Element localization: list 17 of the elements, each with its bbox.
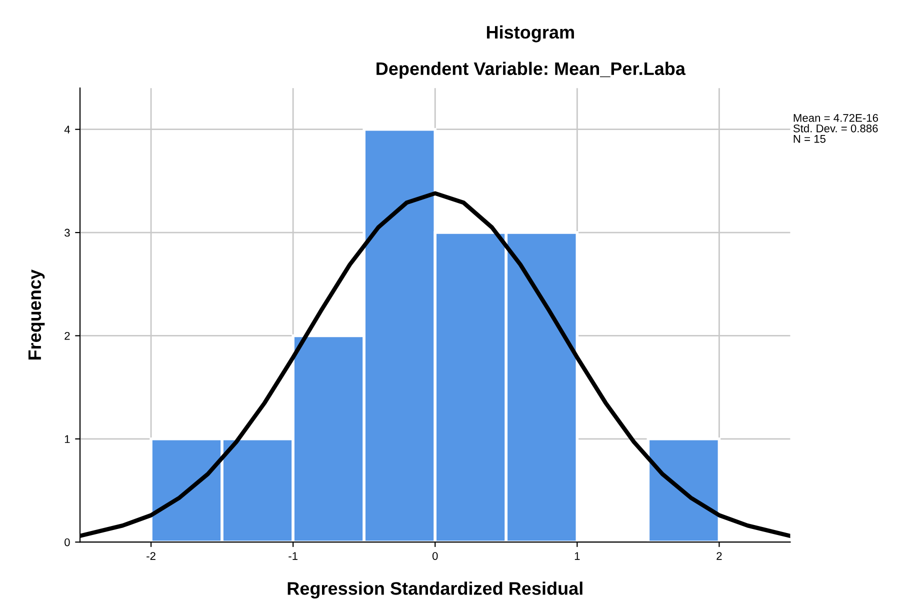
x-tick-label: -2 [146,552,156,560]
y-tick-label: 3 [64,228,70,237]
y-tick-label: 4 [64,126,70,134]
text: N = 15 [794,135,826,143]
y-tick-label: 2 [64,332,70,340]
text: Std. Dev. = 0.886 [793,124,878,132]
text: Mean = 4.72E-16 [794,114,878,122]
chart-title: Histogram [486,25,574,42]
x-axis-title: Regression Standardized Residual [288,582,582,599]
x-tick-label: 0 [432,552,438,560]
y-tick-label: 1 [64,435,70,443]
chart-subtitle: Dependent Variable: Mean_Per.Laba [376,62,686,79]
y-axis-title: Frequency [28,270,45,360]
x-tick-label: 2 [716,552,722,560]
x-tick-label: 1 [574,552,580,560]
x-tick-label: -1 [288,552,298,560]
y-tick-label: 0 [64,538,70,546]
